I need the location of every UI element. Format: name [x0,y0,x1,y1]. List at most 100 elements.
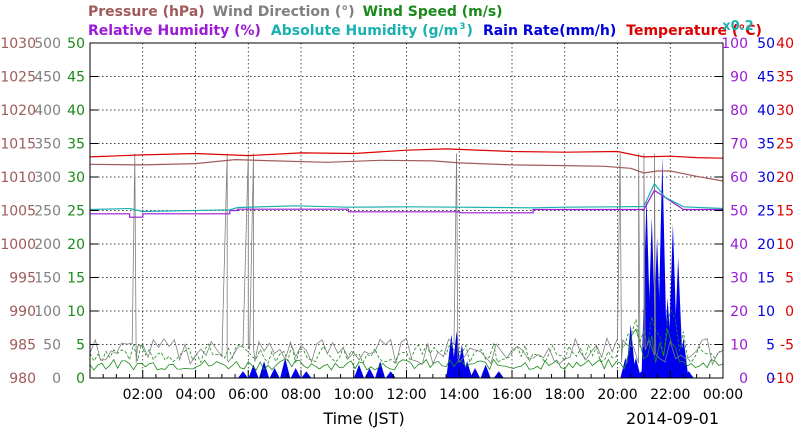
y-tick-label: 0 [52,371,61,387]
y-tick-label: 30 [776,103,794,119]
y-tick-label: 80 [730,103,748,119]
y-tick-label: 40 [757,103,775,119]
y-tick-label: 20 [730,304,748,320]
y-tick-label: 0 [766,371,775,387]
y-tick-label: 35 [757,137,775,153]
rain-rate-peak [248,364,259,378]
rain-rate-peak [630,357,641,378]
legend-entry: Relative Humidity (%) [88,23,261,39]
x-tick-label: 22:00 [650,387,690,403]
y-tick-label: 450 [34,70,61,86]
rain-rate-peak [290,367,301,378]
y-tick-label: 350 [34,137,61,153]
x-tick-label: 16:00 [492,387,532,403]
y-tick-label: 20 [67,237,85,253]
rain-rate-peak [364,367,375,378]
y-tick-label: 200 [34,237,61,253]
y-tick-label: 400 [34,103,61,119]
y-tick-label: 1020 [0,103,36,119]
y-tick-label: 1025 [0,70,36,86]
y-tick-label: 250 [34,204,61,220]
x-tick-label: 12:00 [386,387,426,403]
wind-speed-line [89,328,724,371]
absolute-humidity-g-m-line [89,182,724,213]
x-tick-label: 00:00 [703,387,743,403]
y-tick-label: 15 [67,271,85,287]
pressure-hpa-line [89,158,724,182]
y-tick-label: 5 [766,338,775,354]
y-tick-label: 980 [9,371,36,387]
y-tick-label: 985 [9,338,36,354]
legend-entry: Rain Rate(mm/h) [483,23,616,39]
y-tick-label: 30 [67,170,85,186]
y-tick-label: 20 [757,237,775,253]
y-tick-label: 15 [757,271,775,287]
rain-rate-peak [462,361,473,378]
x-tick-label: 02:00 [123,387,163,403]
rain-rate-peak [480,364,491,378]
rain-rate-peak [280,357,291,378]
y-tick-label: 25 [67,204,85,220]
y-tick-label: 5 [785,271,794,287]
x-tick-label: 04:00 [175,387,215,403]
legend: Pressure (hPa) Wind Direction (°) Wind Spe… [88,4,762,39]
y-tick-label: 1015 [0,137,36,153]
x-tick-label: 10:00 [334,387,374,403]
y-tick-label: 25 [757,204,775,220]
rain-rate-peak [269,367,280,378]
rain-rate-peak [354,364,365,378]
legend-superscript: 3 [459,22,465,32]
y-tick-label: 45 [757,70,775,86]
rain-rate-peak [657,156,668,378]
y-tick-label: 50 [67,36,85,52]
legend-entry: Absolute Humidity (g/m [271,23,458,39]
y-tick-label: 90 [730,70,748,86]
rain-rate-peak [683,371,694,378]
rain-rate-peak [470,367,481,378]
y-tick-label: 150 [34,271,61,287]
y-tick-label: 100 [721,36,748,52]
y-tick-label: -5 [780,338,794,354]
legend-entry: Wind Speed (m/s) [363,4,503,20]
y-tick-label: 15 [776,204,794,220]
rain-rate-peak [385,371,396,378]
y-tick-label: 40 [776,36,794,52]
y-tick-label: 0 [739,371,748,387]
y-tick-label: 60 [730,170,748,186]
y-tick-label: 35 [67,137,85,153]
y-tick-label: 40 [67,103,85,119]
x-tick-label: 14:00 [439,387,479,403]
y-tick-label: 0 [76,371,85,387]
y-tick-label: 10 [67,304,85,320]
legend-tail: ) [467,23,473,39]
legend-entry: Temperature (°C) [626,23,762,39]
y-tick-label: 25 [776,137,794,153]
scale-note: x0.2 [722,19,753,34]
y-tick-label: 10 [757,304,775,320]
rain-rate-peak [678,337,689,378]
y-tick-label: 10 [776,237,794,253]
rain-rate-peak [375,361,386,378]
y-tick-label: 1030 [0,36,36,52]
y-tick-label: 50 [757,36,775,52]
y-tick-label: 20 [776,170,794,186]
y-tick-label: 1005 [0,204,36,220]
legend-entry: Pressure (hPa) [88,4,205,20]
y-tick-label: 300 [34,170,61,186]
date-label: 2014-09-01 [626,409,719,428]
y-tick-label: 70 [730,137,748,153]
y-tick-label: 1000 [0,237,36,253]
x-tick-label: 08:00 [281,387,321,403]
legend-entry: Wind Direction (°) [213,4,355,20]
y-tick-label: -10 [771,371,794,387]
rain-rate-peak [625,324,636,378]
temperature-c-line [89,148,724,159]
relative-humidity-line [90,189,723,218]
x-tick-label: 18:00 [545,387,585,403]
y-tick-label: 5 [76,338,85,354]
x-tick-label: 06:00 [228,387,268,403]
y-tick-label: 990 [9,304,36,320]
wind-direction-line [89,153,724,366]
